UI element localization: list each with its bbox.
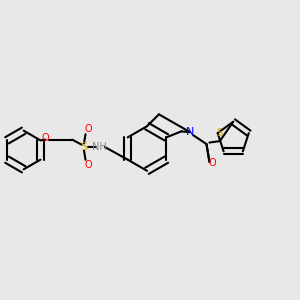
- Text: O: O: [42, 133, 49, 143]
- Text: S: S: [216, 128, 222, 138]
- Text: O: O: [85, 124, 92, 134]
- Text: S: S: [80, 142, 88, 152]
- Text: O: O: [85, 160, 92, 170]
- Text: N: N: [186, 127, 194, 137]
- Text: O: O: [208, 158, 216, 168]
- Text: NH: NH: [92, 142, 107, 152]
